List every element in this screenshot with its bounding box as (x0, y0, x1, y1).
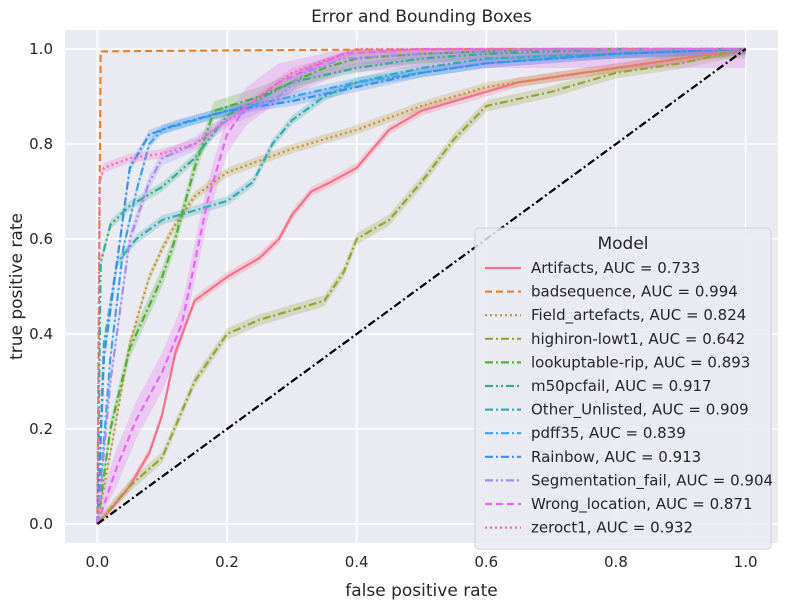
confidence-bands (97, 49, 746, 524)
line-series-6 (96, 47, 746, 525)
legend-entry: pdff35, AUC = 0.839 (531, 424, 686, 442)
legend: Model Artifacts, AUC = 0.733 badsequence,… (474, 227, 773, 550)
line-series-3 (96, 47, 746, 525)
line-series-10 (96, 47, 746, 525)
legend-items: Artifacts, AUC = 0.733 badsequence, AUC =… (485, 259, 773, 537)
y-tick-label: 0.2 (29, 420, 53, 438)
legend-entry: Wrong_location, AUC = 0.871 (531, 495, 753, 514)
legend-box (474, 227, 772, 550)
legend-entry: Field_artefacts, AUC = 0.824 (531, 306, 746, 325)
line-series-2 (96, 47, 746, 525)
legend-entry: Rainbow, AUC = 0.913 (531, 448, 701, 466)
x-tick-label: 0.2 (215, 553, 239, 571)
random-baseline-line (96, 48, 747, 525)
x-tick-label: 0.0 (85, 553, 109, 571)
line-series-8 (96, 47, 746, 525)
y-tick-label: 0.0 (29, 515, 53, 533)
line-series-7 (96, 47, 746, 525)
x-tick-label: 0.6 (474, 553, 498, 571)
y-tick-label: 0.4 (29, 325, 53, 343)
legend-entry: zeroct1, AUC = 0.932 (531, 519, 693, 537)
x-tick-label: 0.4 (345, 553, 369, 571)
x-axis-label: false positive rate (345, 581, 497, 601)
line-series-4 (96, 47, 746, 525)
x-axis-ticks: 0.0 0.2 0.4 0.6 0.8 1.0 (85, 553, 757, 571)
legend-entry: Artifacts, AUC = 0.733 (531, 259, 700, 277)
legend-entry: Segmentation_fail, AUC = 0.904 (531, 471, 773, 490)
chart-title: Error and Bounding Boxes (311, 7, 532, 27)
x-tick-label: 0.8 (604, 553, 628, 571)
y-axis-label: true positive rate (7, 213, 27, 360)
legend-entry: lookuptable-rip, AUC = 0.893 (531, 353, 750, 371)
line-series-1 (96, 47, 746, 525)
band-series-6 (97, 49, 746, 524)
y-axis-ticks: 0.0 0.2 0.4 0.6 0.8 1.0 (29, 40, 53, 533)
legend-entry: badsequence, AUC = 0.994 (531, 283, 738, 301)
line-series-0 (96, 47, 746, 525)
legend-entry: m50pcfail, AUC = 0.917 (531, 377, 712, 395)
legend-entry: highiron-lowt1, AUC = 0.642 (531, 330, 745, 348)
x-tick-label: 1.0 (734, 553, 758, 571)
y-tick-label: 1.0 (29, 40, 53, 58)
line-series-5 (96, 47, 746, 525)
y-tick-label: 0.6 (29, 230, 53, 248)
legend-title: Model (597, 234, 648, 254)
legend-entry: Other_Unlisted, AUC = 0.909 (531, 401, 749, 420)
roc-lines (96, 47, 747, 525)
line-series-11 (96, 47, 746, 525)
y-tick-label: 0.8 (29, 135, 53, 153)
